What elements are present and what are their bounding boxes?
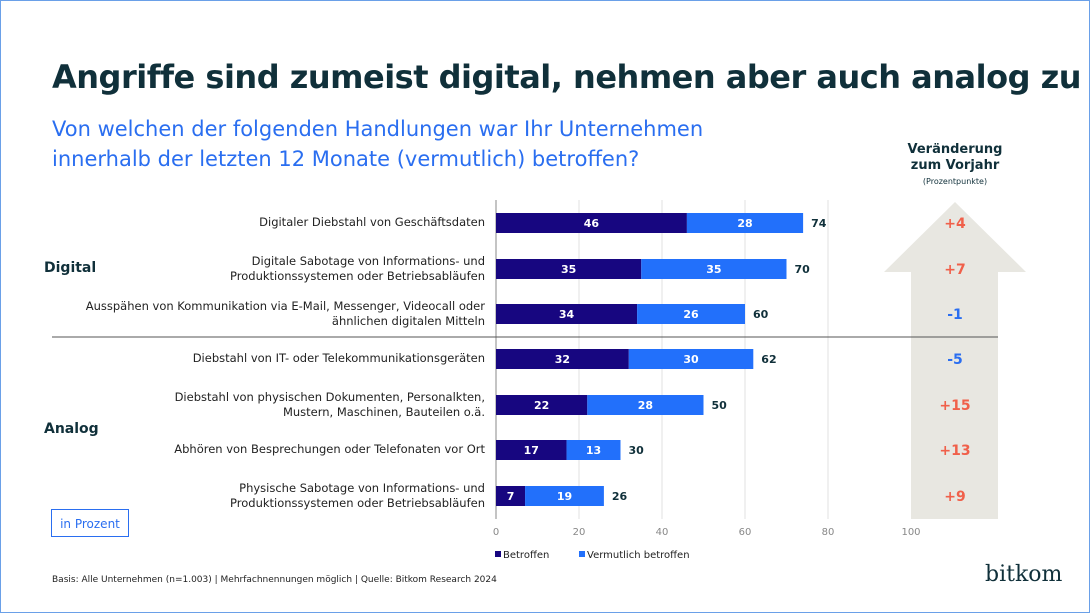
bar-betroffen (496, 440, 567, 460)
value-label-betroffen: 7 (507, 490, 515, 503)
value-label-betroffen: 17 (524, 444, 539, 457)
x-tick-label: 60 (739, 527, 752, 538)
group-digital: Digital (44, 260, 97, 276)
category-label: Ausspähen von Kommunikation via E-Mail, … (85, 299, 485, 328)
change-value: +13 (939, 443, 970, 459)
bar-betroffen (496, 349, 629, 369)
bar-vermutlich (566, 440, 621, 460)
bar-vermutlich (686, 213, 804, 233)
value-label-vermutlich: 30 (683, 353, 699, 366)
change-header: Veränderung zum Vorjahr (Prozentpunkte) (895, 142, 1015, 190)
category-label: Digitaler Diebstahl von Geschäftsdaten (259, 215, 485, 229)
value-label-betroffen: 32 (555, 353, 570, 366)
change-value: +15 (939, 398, 970, 414)
bar-vermutlich (525, 486, 604, 506)
change-value: -1 (947, 307, 963, 323)
page-title: Angriffe sind zumeist digital, nehmen ab… (52, 58, 1082, 96)
change-value: +9 (944, 489, 965, 505)
x-tick-label: 0 (493, 527, 499, 538)
value-label-betroffen: 22 (534, 399, 549, 412)
x-tick-label: 100 (901, 527, 920, 538)
bar-betroffen (496, 213, 687, 233)
bar-betroffen (496, 259, 642, 279)
subtitle: Von welchen der folgenden Handlungen war… (52, 117, 704, 171)
value-label-betroffen: 35 (561, 263, 576, 276)
change-header-unit: (Prozentpunkte) (922, 177, 988, 186)
category-label: Diebstahl von IT- oder Telekommunikation… (192, 351, 485, 365)
change-value: +4 (944, 216, 966, 232)
bar-vermutlich (628, 349, 754, 369)
legend-swatch-vermutlich (579, 551, 585, 557)
value-label-vermutlich: 13 (586, 444, 601, 457)
change-header-line1: Veränderung (907, 142, 1003, 157)
bar-vermutlich (637, 304, 745, 324)
bar-vermutlich (587, 395, 704, 415)
x-tick-label: 20 (573, 527, 586, 538)
legend-betroffen: Betroffen (503, 550, 549, 561)
value-label-vermutlich: 35 (706, 263, 721, 276)
bar-betroffen (496, 304, 638, 324)
category-label: Digitale Sabotage von Informations- und … (230, 254, 485, 283)
category-label: Abhören von Besprechungen oder Telefonat… (174, 442, 485, 456)
x-tick-label: 40 (656, 527, 669, 538)
category-label: Diebstahl von physischen Dokumenten, Per… (174, 390, 485, 419)
total-label: 62 (761, 353, 776, 366)
bar-vermutlich (641, 259, 787, 279)
value-label-betroffen: 46 (584, 217, 600, 230)
legend-vermutlich: Vermutlich betroffen (587, 550, 690, 561)
value-label-vermutlich: 19 (557, 490, 572, 503)
total-label: 50 (712, 399, 728, 412)
bar-betroffen (496, 395, 588, 415)
value-label-betroffen: 34 (559, 308, 575, 321)
total-label: 74 (811, 217, 827, 230)
footnote: Basis: Alle Unternehmen (n=1.003) | Mehr… (52, 575, 497, 585)
total-label: 60 (753, 308, 769, 321)
unit-label: in Prozent (51, 509, 129, 537)
category-label: Physische Sabotage von Informations- und… (230, 481, 485, 510)
change-value: -5 (947, 352, 963, 368)
change-header-line2: zum Vorjahr (910, 158, 1000, 173)
total-label: 70 (795, 263, 811, 276)
bar-betroffen (496, 486, 526, 506)
total-label: 30 (629, 444, 645, 457)
group-analog: Analog (44, 421, 99, 437)
value-label-vermutlich: 26 (683, 308, 699, 321)
total-label: 26 (612, 490, 628, 503)
legend-swatch-betroffen (495, 551, 501, 557)
up-arrow-icon (884, 202, 1026, 519)
change-value: +7 (944, 262, 965, 278)
x-tick-label: 80 (822, 527, 835, 538)
value-label-vermutlich: 28 (737, 217, 752, 230)
value-label-vermutlich: 28 (638, 399, 653, 412)
bitkom-logo: bitkom (985, 562, 1063, 587)
